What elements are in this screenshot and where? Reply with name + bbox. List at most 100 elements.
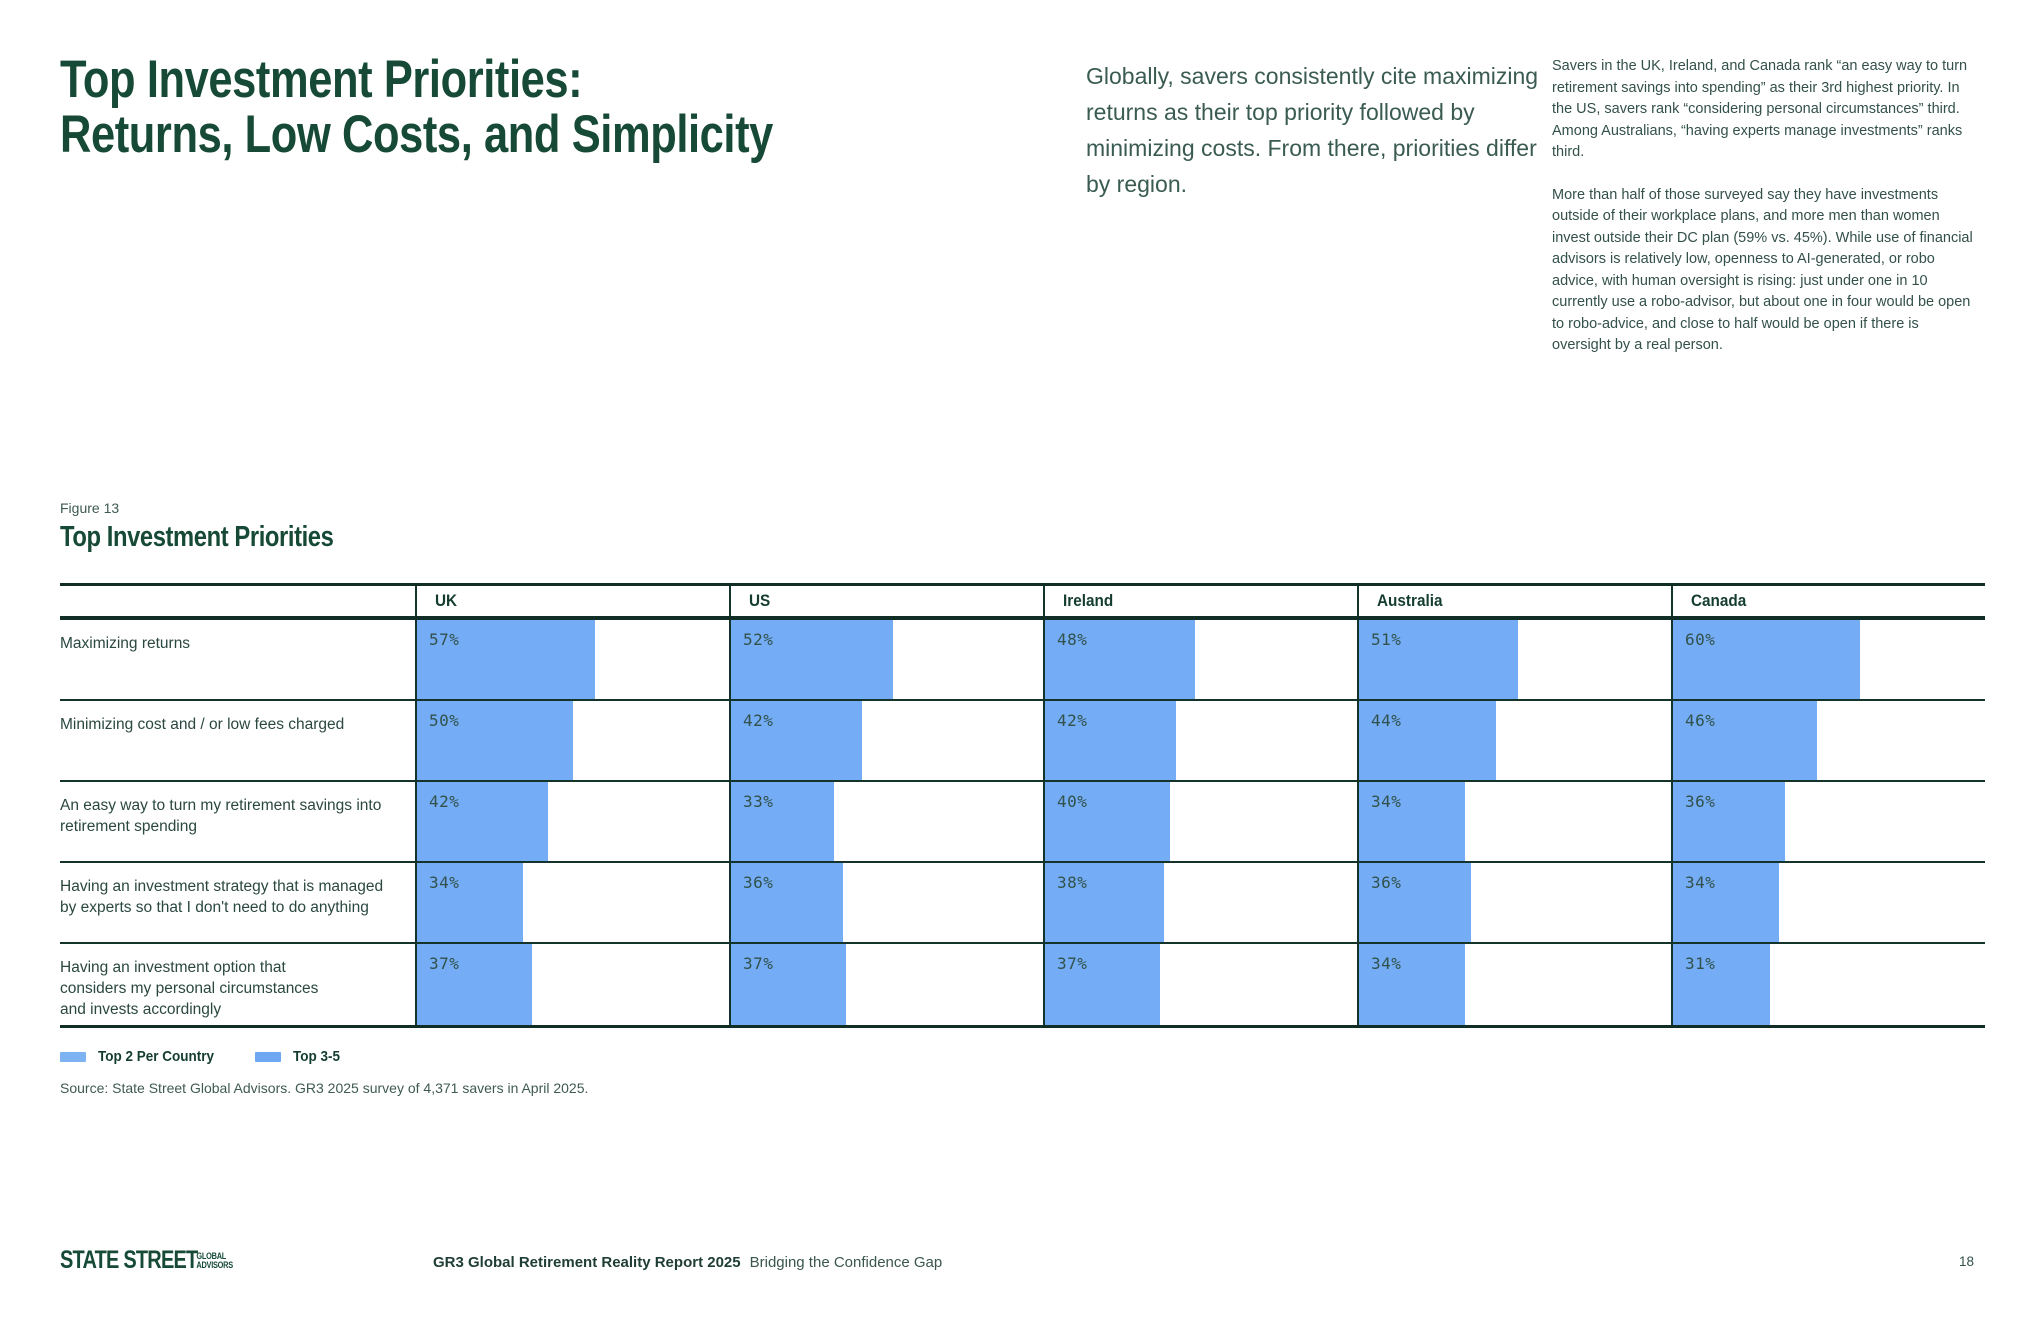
bar-value-label: 34% [429,873,460,892]
logo-primary-text: STATE STREET [60,1246,198,1274]
country-column-header: Canada [1671,586,1985,616]
country-column-header: UK [415,586,729,616]
row-label: Minimizing cost and / or low fees charge… [60,716,345,733]
bar-cell: 33% [729,782,1043,861]
page-title: Top Investment Priorities: Returns, Low … [60,52,929,162]
bar-cell: 34% [1357,782,1671,861]
bar-value-label: 48% [1057,630,1088,649]
figure-label: Figure 13 [60,500,120,516]
row-label: An easy way to turn my retirement saving… [60,797,382,835]
row-label: Having an investment strategy that is ma… [60,878,384,916]
value-bar [1673,863,1780,942]
value-bar [731,620,894,699]
bar-value-label: 31% [1685,954,1716,973]
priorities-table: UK US Ireland Australia Canada Maximizing ret… [60,583,1985,1028]
value-bar [417,701,573,780]
legend-swatch [60,1051,86,1062]
bar-cell: 36% [1671,782,1985,861]
value-bar [1359,863,1472,942]
value-bar [1673,701,1817,780]
bar-value-label: 60% [1685,630,1716,649]
side-notes: Savers in the UK, Ireland, and Canada ra… [1552,56,1980,357]
bar-cell: 51% [1357,620,1671,699]
bar-value-label: 50% [429,711,460,730]
bar-cell: 60% [1671,620,1985,699]
table-header-row: UK US Ireland Australia Canada [60,586,1985,620]
value-bar [1673,782,1786,861]
value-bar [1045,782,1170,861]
value-bar [731,701,863,780]
bar-value-label: 44% [1371,711,1402,730]
bar-cell: 37% [415,944,729,1025]
bar-cell: 42% [415,782,729,861]
country-column-header: Australia [1357,586,1671,616]
bar-value-label: 42% [1057,711,1088,730]
country-column-header: Ireland [1043,586,1357,616]
row-label: Maximizing returns [60,635,191,652]
bar-value-label: 52% [743,630,774,649]
page-title-line1: Top Investment Priorities: [60,50,583,109]
bar-cell: 31% [1671,944,1985,1025]
side-note-2: More than half of those surveyed say the… [1552,186,1973,354]
value-bar [1359,944,1466,1025]
bar-cell: 52% [729,620,1043,699]
value-bar [417,782,549,861]
bar-cell: 37% [1043,944,1357,1025]
bar-value-label: 37% [429,954,460,973]
table-row: Having an investment strategy that is ma… [60,863,1985,944]
chart-legend: Top 2 Per Country Top 3-5 [60,1048,345,1065]
legend-label: Top 3-5 [292,1048,340,1065]
value-bar [731,944,847,1025]
country-column-header: US [729,586,1043,616]
bar-cell: 36% [1357,863,1671,942]
bar-cell: 38% [1043,863,1357,942]
value-bar [1359,620,1519,699]
footer-report-title: GR3 Global Retirement Reality Report 202… [433,1254,741,1271]
value-bar [1045,701,1177,780]
bar-value-label: 40% [1057,792,1088,811]
value-bar [417,620,595,699]
bar-value-label: 51% [1371,630,1402,649]
table-row: Minimizing cost and / or low fees charge… [60,701,1985,782]
bar-value-label: 36% [1685,792,1716,811]
bar-cell: 34% [1357,944,1671,1025]
value-bar [731,863,844,942]
bar-cell: 44% [1357,701,1671,780]
bar-value-label: 36% [1371,873,1402,892]
bar-cell: 50% [415,701,729,780]
bar-value-label: 46% [1685,711,1716,730]
value-bar [1045,620,1195,699]
bar-value-label: 37% [1057,954,1088,973]
bar-value-label: 42% [429,792,460,811]
legend-swatch [254,1051,281,1062]
bar-cell: 34% [415,863,729,942]
table-header-blank-cell [60,586,415,616]
bar-value-label: 34% [1371,954,1402,973]
bar-cell: 57% [415,620,729,699]
bar-cell: 40% [1043,782,1357,861]
legend-item: Top 3-5 [254,1048,345,1065]
value-bar [417,944,533,1025]
intro-paragraph: Globally, savers consistently cite maxim… [1086,63,1539,197]
table-row: An easy way to turn my retirement saving… [60,782,1985,863]
bar-cell: 42% [729,701,1043,780]
value-bar [1673,620,1861,699]
side-note-1: Savers in the UK, Ireland, and Canada ra… [1552,58,1968,160]
row-label: Having an investment option that conside… [60,959,319,1018]
figure-title: Top Investment Priorities [60,521,334,553]
legend-label: Top 2 Per Country [98,1048,215,1065]
bar-cell: 36% [729,863,1043,942]
page-title-line2: Returns, Low Costs, and Simplicity [60,105,773,164]
bar-value-label: 57% [429,630,460,649]
table-row: Having an investment option that conside… [60,944,1985,1025]
bar-cell: 46% [1671,701,1985,780]
bar-value-label: 33% [743,792,774,811]
logo-secondary-text: GLOBAL ADVISORS [196,1250,233,1270]
state-street-logo: STATE STREET GLOBAL ADVISORS [60,1246,283,1275]
bar-value-label: 42% [743,711,774,730]
source-note: Source: State Street Global Advisors. GR… [60,1080,589,1096]
bar-value-label: 34% [1685,873,1716,892]
bar-value-label: 37% [743,954,774,973]
bar-cell: 34% [1671,863,1985,942]
